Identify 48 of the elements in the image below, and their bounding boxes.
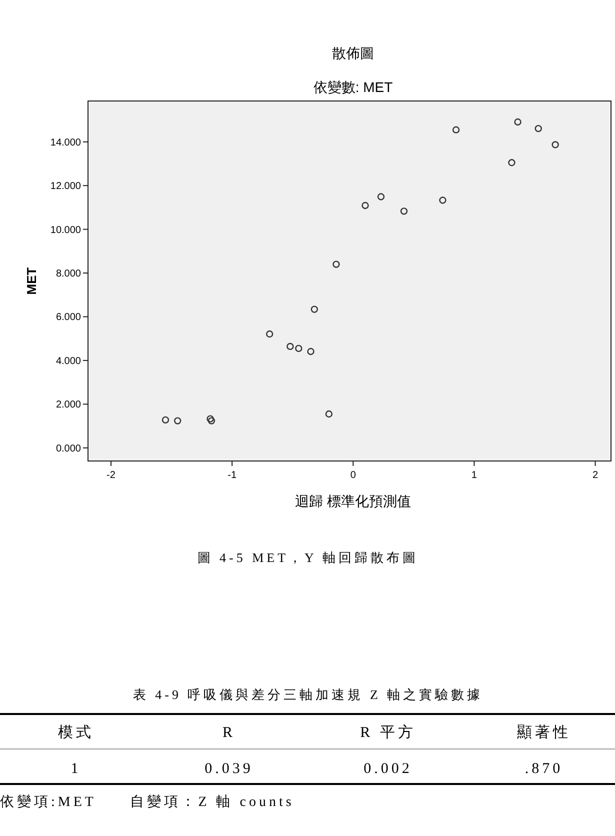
- y-tick-label: 14.000: [50, 137, 82, 148]
- x-tick-label: 2: [592, 470, 598, 481]
- point: [552, 141, 559, 148]
- point: [362, 202, 369, 210]
- x-tick-label: 1: [471, 470, 478, 481]
- text: R 平方: [360, 724, 416, 741]
- point: [206, 415, 214, 422]
- chart-title: 散佈圖: [332, 45, 374, 61]
- point: [208, 417, 216, 424]
- point: [452, 126, 460, 134]
- point: [310, 306, 318, 313]
- caption: 圖 4-5 MET，Y 軸回歸散布圖: [197, 550, 419, 565]
- text: 表 4-9 呼吸儀與差分三軸加速規 Z 軸之實驗數據: [132, 687, 484, 702]
- y-axis-title: MET: [24, 267, 39, 295]
- point: [266, 330, 274, 338]
- y-tick-label: 8.000: [56, 268, 82, 280]
- point: [514, 118, 522, 126]
- chart-subtitle: 依變數: MET: [313, 79, 394, 95]
- y-tick-label: 2.000: [56, 400, 82, 411]
- x-axis-title: 迴歸 標準化預測值: [295, 493, 411, 509]
- text: 1: [70, 761, 82, 777]
- text: 0.039: [204, 761, 254, 777]
- point: [400, 208, 408, 215]
- y-tick-label: 0.000: [56, 443, 82, 454]
- point: [162, 416, 170, 424]
- y-tick-label: 12.000: [50, 181, 82, 192]
- point: [286, 342, 294, 350]
- point: [332, 260, 340, 268]
- point: [508, 159, 516, 166]
- x-tick-label: 0: [350, 470, 356, 481]
- point: [174, 417, 182, 424]
- text: 模式: [58, 724, 94, 741]
- text: 依變項:MET 自變項：Z 軸 counts: [0, 794, 294, 810]
- point: [325, 410, 333, 418]
- text: 顯著性: [517, 724, 571, 741]
- text: 0.002: [364, 761, 412, 777]
- y-tick-label: 6.000: [56, 312, 82, 324]
- text: .870: [524, 761, 564, 777]
- point: [439, 196, 446, 204]
- y-tick-label: 10.000: [50, 224, 82, 236]
- text: R: [222, 725, 236, 741]
- point: [295, 344, 302, 352]
- x-tick-label: -2: [106, 470, 116, 481]
- point: [534, 124, 542, 132]
- x-tick-label: -1: [228, 470, 237, 481]
- y-tick-label: 4.000: [56, 356, 82, 367]
- point: [307, 348, 314, 356]
- point: [377, 193, 385, 200]
